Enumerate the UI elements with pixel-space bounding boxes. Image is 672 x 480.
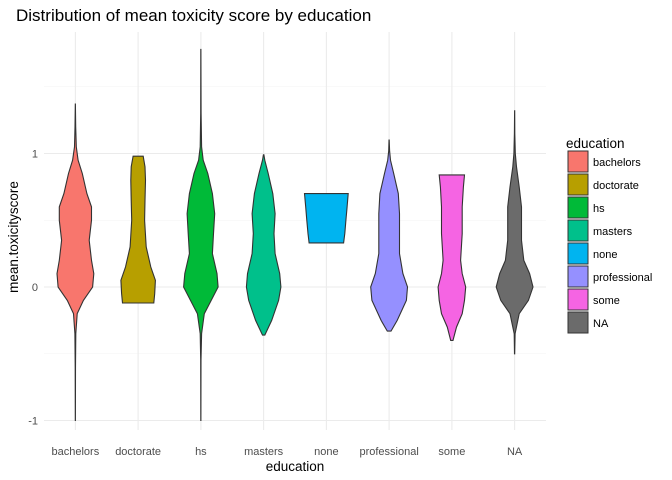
violin-hs — [183, 48, 219, 422]
y-axis-ticks: -1 0 1 — [28, 149, 38, 428]
chart-title: Distribution of mean toxicity score by e… — [16, 6, 371, 25]
legend-swatch — [567, 150, 589, 173]
violin-professional — [370, 139, 409, 332]
legend-label: NA — [593, 318, 609, 330]
legend-swatch — [567, 196, 589, 219]
x-tick-label: none — [314, 446, 338, 458]
grid — [44, 32, 546, 430]
y-tick-label: 0 — [32, 282, 38, 294]
y-axis-title: mean.toxicityscore — [6, 181, 21, 293]
violin-doctorate — [120, 155, 156, 304]
legend-item-doctorate: doctorate — [567, 173, 639, 196]
legend-item-professional: professional — [567, 265, 652, 288]
legend-item-hs: hs — [567, 196, 605, 219]
violin-none — [303, 193, 349, 244]
legend-item-na: NA — [567, 311, 609, 334]
violin-na — [495, 110, 534, 355]
legend-swatch — [567, 311, 589, 334]
x-axis-title: education — [266, 459, 325, 474]
x-tick-label: some — [438, 446, 465, 458]
legend-item-some: some — [567, 288, 620, 311]
y-tick-label: -1 — [28, 416, 38, 428]
legend-label: masters — [593, 226, 633, 238]
violins — [56, 48, 534, 422]
legend-swatch — [567, 265, 589, 288]
x-tick-label: hs — [195, 446, 207, 458]
legend-swatch — [567, 288, 589, 311]
legend-items: bachelors doctorate hs masters none professio… — [567, 150, 652, 334]
legend-item-masters: masters — [567, 219, 633, 242]
violin-some — [437, 174, 467, 341]
legend-label: some — [593, 295, 620, 307]
legend-title: education — [566, 136, 625, 151]
x-tick-label: masters — [244, 446, 284, 458]
x-tick-label: doctorate — [115, 446, 161, 458]
x-tick-label: bachelors — [52, 446, 100, 458]
legend-label: none — [593, 249, 617, 261]
legend-label: professional — [593, 272, 652, 284]
y-tick-label: 1 — [32, 149, 38, 161]
legend-item-none: none — [567, 242, 617, 265]
legend-label: doctorate — [593, 180, 639, 192]
x-axis-ticks: bachelors doctorate hs masters none professio… — [52, 446, 523, 458]
legend-swatch — [567, 173, 589, 196]
violin-bachelors — [56, 103, 95, 422]
legend-item-bachelors: bachelors — [567, 150, 641, 173]
legend-swatch — [567, 242, 589, 265]
legend-label: bachelors — [593, 157, 641, 169]
x-tick-label: NA — [507, 446, 523, 458]
legend: education bachelors doctorate hs masters non… — [566, 136, 652, 334]
x-tick-label: professional — [359, 446, 418, 458]
legend-swatch — [567, 219, 589, 242]
violin-masters — [245, 154, 282, 336]
legend-label: hs — [593, 203, 605, 215]
